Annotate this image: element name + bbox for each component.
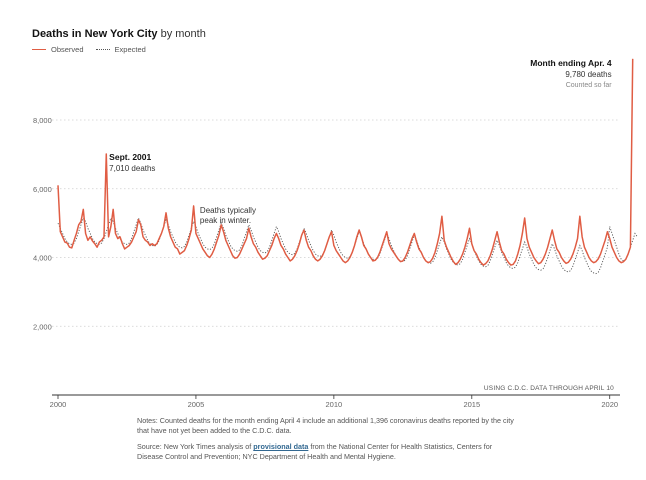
source-prefix: Source: New York Times analysis of — [137, 442, 254, 451]
annotation-sept2001-title: Sept. 2001 — [109, 152, 151, 162]
annotations: Sept. 2001 7,010 deaths Deaths typicallype… — [109, 58, 612, 225]
x-tick-label-2000: 2000 — [50, 400, 67, 409]
grid — [52, 119, 620, 327]
y-tick-label-6000: 6,000 — [33, 185, 52, 194]
annotation-april-note: Counted so far — [566, 82, 613, 89]
legend-swatch-expected — [95, 49, 110, 50]
y-axis-ticks: 2,000 4,000 6,000 8,000 — [33, 116, 52, 331]
series-lines — [57, 58, 638, 275]
x-tick-label-2015: 2015 — [463, 400, 480, 409]
x-axis: 2000 2005 2010 2015 2020 USING C.D.C. DATA TH… — [50, 385, 620, 409]
y-tick-label-8000: 8,000 — [33, 116, 52, 125]
series-line-observed — [57, 58, 634, 266]
chart-title-main: Deaths in New York City — [32, 28, 158, 40]
chart-title: Deaths in New York City by month — [32, 28, 206, 40]
legend-label-expected: Expected — [114, 45, 146, 54]
annotation-winter-line1: Deaths typically — [200, 206, 256, 215]
source-suffix: from the National Center for Health Stat… — [137, 442, 493, 461]
annotation-april-title: Month ending Apr. 4 — [530, 58, 612, 68]
source-link[interactable]: provisional data — [253, 442, 309, 451]
source-tag: USING C.D.C. DATA THROUGH APRIL 10 — [484, 385, 614, 392]
chart-subtitle: by month — [160, 28, 206, 40]
legend-label-observed: Observed — [51, 45, 84, 54]
legend-swatch-observed — [32, 49, 46, 50]
legend: Observed Expected — [32, 45, 158, 54]
annotation-april-value: 9,780 deaths — [565, 70, 611, 79]
x-tick-label-2020: 2020 — [601, 400, 618, 409]
source-text: Source: New York Times analysis of provi… — [137, 442, 517, 462]
series-line-expected — [57, 216, 638, 275]
x-tick-label-2005: 2005 — [188, 400, 205, 409]
x-tick-label-2010: 2010 — [326, 400, 343, 409]
legend-item-observed: Observed — [32, 45, 84, 54]
annotation-sept2001-value: 7,010 deaths — [109, 164, 155, 173]
chart-notes: Notes: Counted deaths for the month endi… — [137, 416, 517, 468]
y-tick-label-4000: 4,000 — [33, 254, 52, 263]
annotation-winter-line2: peak in winter. — [200, 216, 251, 225]
y-tick-label-2000: 2,000 — [33, 322, 52, 331]
legend-item-expected: Expected — [95, 45, 146, 54]
note-text: Notes: Counted deaths for the month endi… — [137, 416, 514, 435]
